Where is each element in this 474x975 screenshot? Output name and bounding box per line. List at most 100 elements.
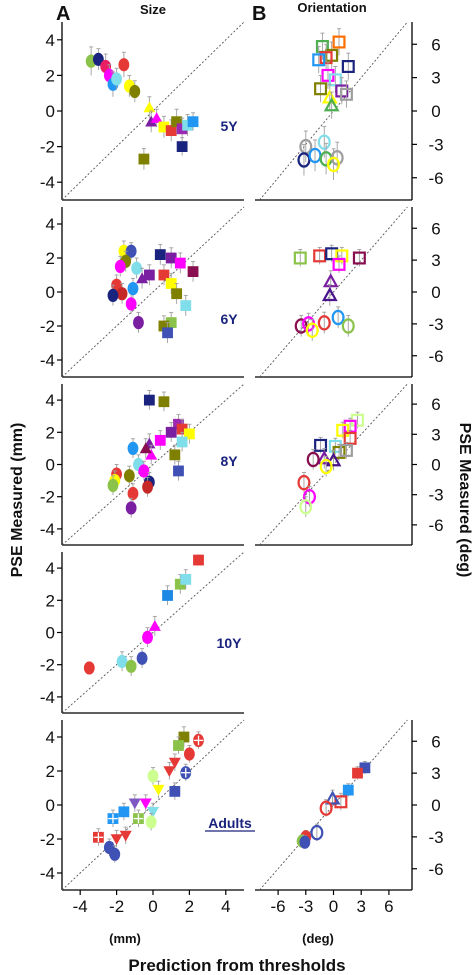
y-tick-label: -3	[428, 315, 443, 334]
data-point	[107, 475, 119, 496]
triangle-marker	[136, 272, 149, 284]
triangle-marker	[323, 97, 340, 112]
data-point	[129, 80, 141, 103]
data-point	[118, 51, 130, 78]
data-point	[163, 762, 176, 780]
circle-marker	[327, 156, 341, 173]
panel-letter-b: B	[252, 3, 266, 25]
circle-marker	[127, 486, 139, 501]
data-point	[319, 799, 333, 817]
square-marker	[165, 278, 177, 289]
x-tick-label: 2	[185, 897, 194, 916]
circle-marker	[138, 464, 150, 478]
data-point	[299, 835, 311, 849]
data-point	[171, 108, 183, 135]
circle-marker	[319, 800, 333, 816]
square-marker	[174, 578, 186, 590]
circle-marker	[317, 315, 331, 331]
square-marker	[313, 249, 327, 263]
data-point	[116, 283, 128, 304]
data-point	[182, 114, 193, 136]
square-marker	[319, 51, 333, 65]
square-marker	[334, 795, 348, 809]
data-point	[293, 249, 307, 267]
y-tick-label: 0	[431, 102, 440, 121]
data-point	[165, 422, 177, 442]
y-tick-label: -4	[40, 864, 55, 883]
data-point	[173, 460, 184, 481]
triangle-down-marker	[128, 798, 141, 810]
data-point	[323, 91, 340, 119]
data-point	[335, 246, 349, 265]
square-marker	[180, 573, 192, 585]
data-point	[154, 243, 166, 265]
circle-marker	[116, 287, 128, 301]
square-marker	[162, 590, 173, 601]
square-marker	[176, 123, 188, 135]
y-tick-label: 2	[46, 762, 55, 781]
square-marker	[176, 423, 188, 435]
circle-marker	[107, 478, 119, 493]
panel-size-6Y: -4 -2 0 2 4 6Y	[40, 206, 245, 378]
panel-size-5Y: -4 -2 0 2 4 5Y	[40, 21, 245, 201]
square-marker	[182, 119, 193, 131]
data-point	[158, 115, 170, 138]
data-point	[305, 319, 319, 341]
data-point	[310, 823, 324, 842]
square-marker	[332, 257, 346, 271]
identity-line	[61, 21, 245, 201]
y-tick-label: 6	[431, 395, 440, 414]
square-marker	[138, 153, 150, 165]
y-tick-label: 2	[46, 249, 55, 268]
y-tick-label: 2	[46, 423, 55, 442]
data-point	[341, 52, 355, 80]
data-point	[114, 255, 126, 277]
circle-marker	[310, 824, 324, 841]
data-point	[158, 391, 170, 412]
data-point	[131, 257, 143, 279]
data-point	[128, 794, 141, 812]
data-point	[125, 242, 137, 260]
y-tick-label: 3	[431, 425, 440, 444]
x-tick-label: -2	[109, 897, 124, 916]
data-point	[332, 28, 346, 56]
y-tick-label: -3	[428, 135, 443, 154]
square-marker	[171, 116, 183, 128]
data-point	[187, 112, 199, 131]
data-point	[139, 438, 152, 459]
identity-line	[259, 719, 408, 891]
square-marker	[158, 269, 170, 281]
data-point	[339, 441, 353, 459]
triangle-marker	[324, 790, 341, 805]
data-point	[139, 794, 152, 812]
data-point	[299, 496, 313, 517]
circle-marker	[129, 84, 141, 99]
circle-marker	[331, 309, 345, 326]
circle-marker	[107, 288, 119, 302]
data-point	[143, 264, 155, 286]
panel-orientation-5Y: -6 -3 0 3 6	[255, 21, 444, 201]
data-point	[116, 651, 128, 672]
square-marker	[154, 434, 166, 446]
circle-marker	[111, 72, 122, 86]
y-tick-label: -6	[428, 347, 443, 366]
data-point	[193, 731, 204, 749]
circle-marker	[127, 441, 139, 455]
y-tick-label: -6	[428, 169, 443, 188]
y-tick-label: 4	[46, 559, 55, 578]
square-marker	[118, 806, 130, 818]
y-tick-label: 0	[46, 283, 55, 302]
y-tick-label: 6	[431, 219, 440, 238]
data-point	[319, 43, 333, 71]
data-point	[178, 726, 190, 748]
square-marker	[184, 428, 195, 440]
y-tick-label: 2	[46, 66, 55, 85]
data-point	[138, 147, 150, 170]
square-marker	[187, 116, 199, 128]
data-point	[306, 448, 320, 470]
data-point	[297, 472, 311, 493]
square-marker	[171, 288, 183, 300]
data-point	[127, 277, 139, 299]
square-marker	[162, 327, 173, 339]
